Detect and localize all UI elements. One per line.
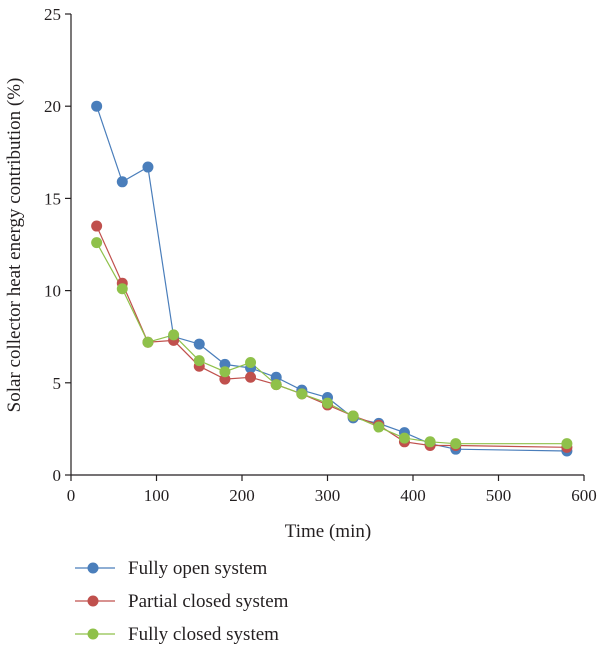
legend-label: Partial closed system <box>128 591 289 612</box>
y-tick-label: 15 <box>44 189 61 208</box>
data-point-series-1 <box>91 100 103 112</box>
x-tick-label: 500 <box>486 486 512 505</box>
legend-swatch-marker <box>87 628 99 640</box>
y-tick-label: 5 <box>53 374 62 393</box>
legend-label: Fully open system <box>128 558 268 579</box>
data-point-series-1 <box>193 338 205 350</box>
data-point-series-2 <box>91 220 103 232</box>
x-tick-label: 300 <box>315 486 341 505</box>
legend-label: Fully closed system <box>128 624 279 645</box>
series-line-3 <box>96 242 567 445</box>
data-point-series-3 <box>116 283 128 295</box>
y-tick-label: 25 <box>44 5 61 24</box>
data-point-series-3 <box>424 436 436 448</box>
y-axis-title: Solar collector heat energy contribution… <box>4 78 25 413</box>
x-tick-label: 0 <box>67 486 76 505</box>
x-tick-label: 100 <box>144 486 170 505</box>
data-point-series-3 <box>219 366 231 378</box>
data-point-series-3 <box>296 388 308 400</box>
legend-swatch-marker <box>87 562 99 574</box>
data-point-series-3 <box>322 397 333 409</box>
series-lines <box>96 106 567 452</box>
series-line-1 <box>96 106 567 452</box>
data-point-series-1 <box>142 161 154 173</box>
data-point-series-2 <box>245 371 257 383</box>
y-tick-label: 10 <box>44 282 61 301</box>
data-point-series-3 <box>398 432 410 444</box>
data-point-series-3 <box>373 421 385 433</box>
data-point-series-3 <box>245 357 257 369</box>
data-point-series-3 <box>168 329 180 341</box>
data-point-series-3 <box>561 438 573 450</box>
data-point-series-3 <box>270 379 282 391</box>
x-tick-label: 200 <box>229 486 255 505</box>
x-axis-title: Time (min) <box>285 521 371 542</box>
legend: Fully open system Partial closed system Fu… <box>75 558 289 645</box>
data-point-series-3 <box>347 410 359 422</box>
data-point-series-3 <box>450 438 462 450</box>
data-point-series-3 <box>91 237 103 249</box>
y-tick-label: 0 <box>53 466 62 485</box>
data-point-series-3 <box>193 355 205 367</box>
series-points <box>91 100 573 457</box>
y-tick-label: 20 <box>44 97 61 116</box>
x-tick-label: 600 <box>571 486 597 505</box>
data-point-series-1 <box>116 176 128 188</box>
y-axis-ticks: 0 5 10 15 20 25 <box>44 5 71 485</box>
x-axis-ticks: 0 100 200 300 400 500 600 <box>67 475 597 505</box>
legend-swatch-marker <box>87 595 99 607</box>
data-point-series-3 <box>142 336 154 348</box>
x-tick-label: 400 <box>400 486 426 505</box>
